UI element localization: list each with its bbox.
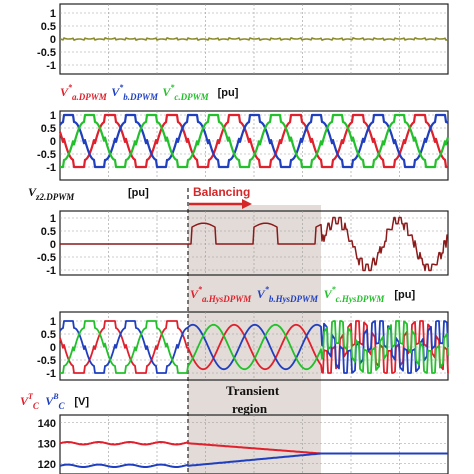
panel-2: 10.50-0.5-1: [37, 110, 450, 181]
legend-entry: V*c.DPWM: [162, 83, 209, 102]
y-tick-label: 140: [38, 418, 56, 430]
unit-label: [V]: [74, 396, 89, 408]
y-tick-label: 0.5: [41, 21, 56, 33]
vcb-trace: [59, 452, 448, 468]
y-tick-label: 0: [50, 342, 56, 354]
legend-entry: VTC: [20, 392, 40, 411]
y-tick-label: 0.5: [41, 329, 56, 341]
panel1-trace: [59, 37, 449, 41]
y-tick-label: 1: [50, 316, 56, 328]
panel-3: 10.50-0.5-1: [37, 210, 449, 277]
vz2-trace: [60, 216, 448, 272]
hys-phase-c-trace: [60, 320, 449, 374]
legend-entry: V*b.DPWM: [111, 83, 159, 102]
y-tick-label: 1: [50, 8, 56, 20]
panel-1: 10.50-0.5-1: [37, 3, 449, 75]
y-tick-label: 0: [50, 34, 56, 46]
y-tick-label: 120: [38, 459, 56, 471]
y-tick-label: -1: [46, 60, 56, 72]
transient-label-line2: region: [232, 401, 268, 416]
phase-c-trace: [59, 113, 450, 169]
y-tick-label: -0.5: [37, 47, 56, 59]
y-tick-label: 0.5: [41, 123, 56, 135]
balancing-label: Balancing: [193, 185, 250, 199]
y-tick-label: -1: [46, 162, 56, 174]
y-tick-label: -1: [46, 265, 56, 277]
y-tick-label: 0: [50, 239, 56, 251]
panel-4: 10.50-0.5-1: [37, 311, 449, 381]
y-tick-label: 1: [50, 213, 56, 225]
balancing-arrow: [189, 199, 252, 209]
y-tick-label: -0.5: [37, 149, 56, 161]
transient-label-line1: Transient: [226, 383, 280, 398]
legend-entry: VBC: [45, 392, 65, 411]
label-vz2: Vz2.DPWM [pu]: [28, 185, 149, 202]
y-tick-label: -1: [46, 368, 56, 380]
legend-capacitor: VTC VBC [V]: [20, 392, 89, 411]
legend-dpwm: V*a.DPWM V*b.DPWM V*c.DPWM [pu]: [60, 83, 239, 102]
unit-label: [pu]: [218, 87, 239, 99]
y-tick-label: -0.5: [37, 355, 56, 367]
panel-frame: [59, 110, 449, 181]
legend-entry: V*b.HysDPWM: [257, 285, 319, 304]
legend-entry: V*c.HysDPWM: [324, 285, 386, 304]
phase-b-trace: [59, 113, 449, 169]
legend-entry: V*a.HysDPWM: [190, 285, 252, 304]
unit-label: [pu]: [128, 187, 149, 199]
unit-label: [pu]: [394, 289, 415, 301]
transient-region-band: [188, 205, 321, 474]
y-tick-label: -0.5: [37, 252, 56, 264]
phase-a-trace: [58, 113, 449, 169]
y-tick-label: 1: [50, 110, 56, 122]
svg-text:Vz2.DPWM: Vz2.DPWM: [28, 185, 75, 202]
legend-hysdpwm: V*a.HysDPWM V*b.HysDPWM V*c.HysDPWM [pu]: [190, 285, 416, 304]
hys-phase-b-trace: [59, 320, 449, 374]
legend-entry: V*a.DPWM: [60, 83, 108, 102]
y-tick-label: 0.5: [41, 226, 56, 238]
y-tick-label: 0: [50, 136, 56, 148]
y-tick-label: 130: [38, 438, 56, 450]
panel-5: 140 130 120: [38, 414, 449, 474]
